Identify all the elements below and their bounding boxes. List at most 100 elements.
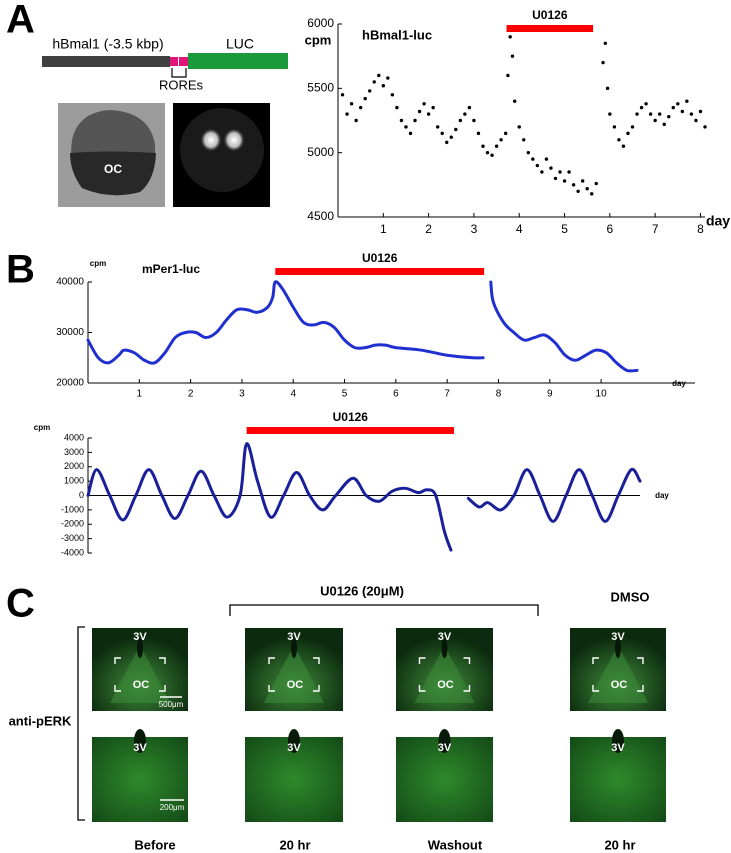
- tissue-structure: [414, 646, 475, 703]
- data-point: [399, 118, 404, 123]
- scn-glow: [200, 128, 222, 152]
- image-label: 3V: [438, 631, 452, 643]
- x-tick-label: 9: [547, 389, 553, 400]
- image-label: 3V: [611, 742, 625, 754]
- data-point: [562, 179, 567, 183]
- treatment-label: U0126: [532, 8, 568, 22]
- data-point: [340, 93, 345, 97]
- roi-corner: [418, 685, 426, 692]
- data-point: [345, 112, 349, 116]
- x-tick-label: 3: [239, 389, 245, 400]
- data-point: [571, 183, 576, 187]
- data-point: [535, 163, 540, 168]
- data-point: [522, 138, 526, 142]
- y-tick-label: 2000: [64, 461, 84, 471]
- y-tick-label: 4000: [64, 432, 84, 442]
- data-point: [390, 93, 395, 97]
- luc-bar: [188, 53, 288, 69]
- data-point: [422, 102, 426, 106]
- data-point: [499, 138, 503, 142]
- roi-corner: [463, 685, 471, 692]
- ventricle: [291, 638, 297, 658]
- promoter-label: hBmal1 (-3.5 kbp): [52, 36, 163, 52]
- data-point: [476, 131, 481, 136]
- data-point: [454, 127, 458, 132]
- data-point: [694, 118, 698, 123]
- data-point: [431, 105, 435, 110]
- data-point: [608, 112, 612, 116]
- data-point: [517, 125, 521, 129]
- y-tick-label: 30000: [56, 327, 84, 338]
- panel-label: A: [6, 0, 35, 42]
- image-label: OC: [133, 679, 150, 691]
- data-point: [558, 170, 562, 174]
- x-tick-label: 2: [425, 222, 432, 236]
- data-point: [703, 125, 707, 129]
- roi-corner: [637, 657, 644, 664]
- column-label: Washout: [428, 837, 483, 852]
- data-point: [576, 189, 580, 193]
- image-label: 3V: [611, 631, 625, 643]
- chart-title: hBmal1-luc: [362, 27, 432, 42]
- promoter-bar: [42, 56, 170, 67]
- tissue-structure: [110, 646, 170, 703]
- y-axis-label: cpm: [90, 259, 106, 268]
- column-label: Before: [134, 837, 175, 852]
- data-point: [648, 112, 653, 116]
- data-point: [395, 105, 399, 110]
- rore-bracket: [171, 68, 187, 78]
- x-axis-label: day: [655, 491, 669, 500]
- ventricle: [288, 729, 300, 753]
- row-bracket: [77, 626, 85, 821]
- chart-title: mPer1-luc: [142, 262, 200, 276]
- treatment-bar: [275, 268, 485, 275]
- reporter-label: LUC: [226, 36, 254, 52]
- roi-corner: [114, 657, 121, 664]
- data-point: [590, 192, 594, 196]
- x-tick-label: 8: [697, 222, 704, 236]
- roi-corner: [592, 657, 599, 664]
- data-point: [580, 179, 585, 183]
- data-point: [585, 186, 589, 191]
- data-point: [549, 166, 553, 170]
- data-point: [503, 131, 508, 136]
- data-point: [621, 144, 626, 148]
- data-point: [506, 73, 510, 78]
- y-tick-label: 0: [79, 490, 84, 500]
- data-point: [435, 125, 440, 129]
- data-point: [513, 99, 517, 103]
- data-point: [354, 118, 358, 123]
- data-point: [386, 76, 390, 80]
- roi-corner: [114, 685, 121, 692]
- y-tick-label: 3000: [64, 447, 84, 457]
- data-point: [698, 109, 703, 114]
- roi-corner: [592, 685, 599, 692]
- y-tick-label: 6000: [307, 16, 334, 30]
- y-tick-label: 40000: [56, 277, 84, 288]
- data-point: [363, 96, 367, 101]
- x-tick-label: 1: [137, 389, 143, 400]
- x-axis-label: day: [706, 213, 730, 229]
- image-label: OC: [437, 679, 454, 691]
- image-label: 3V: [438, 742, 452, 754]
- data-point: [531, 157, 535, 161]
- tissue-structure: [588, 646, 648, 703]
- data-point: [458, 118, 463, 123]
- panel-label: B: [6, 248, 35, 292]
- ventricle: [615, 638, 621, 658]
- x-tick-label: 1: [380, 222, 387, 236]
- roi-corner: [313, 657, 320, 664]
- data-point: [612, 125, 617, 129]
- data-point: [657, 112, 662, 116]
- roi-corner: [268, 657, 275, 664]
- data-point: [358, 105, 363, 110]
- roi-corner: [159, 657, 166, 664]
- image-label: 3V: [133, 742, 147, 754]
- data-point: [445, 140, 449, 145]
- image-label: OC: [611, 679, 628, 691]
- data-point: [368, 89, 372, 93]
- data-point: [404, 125, 408, 129]
- x-tick-label: 8: [496, 389, 502, 400]
- x-tick-label: 4: [516, 222, 523, 236]
